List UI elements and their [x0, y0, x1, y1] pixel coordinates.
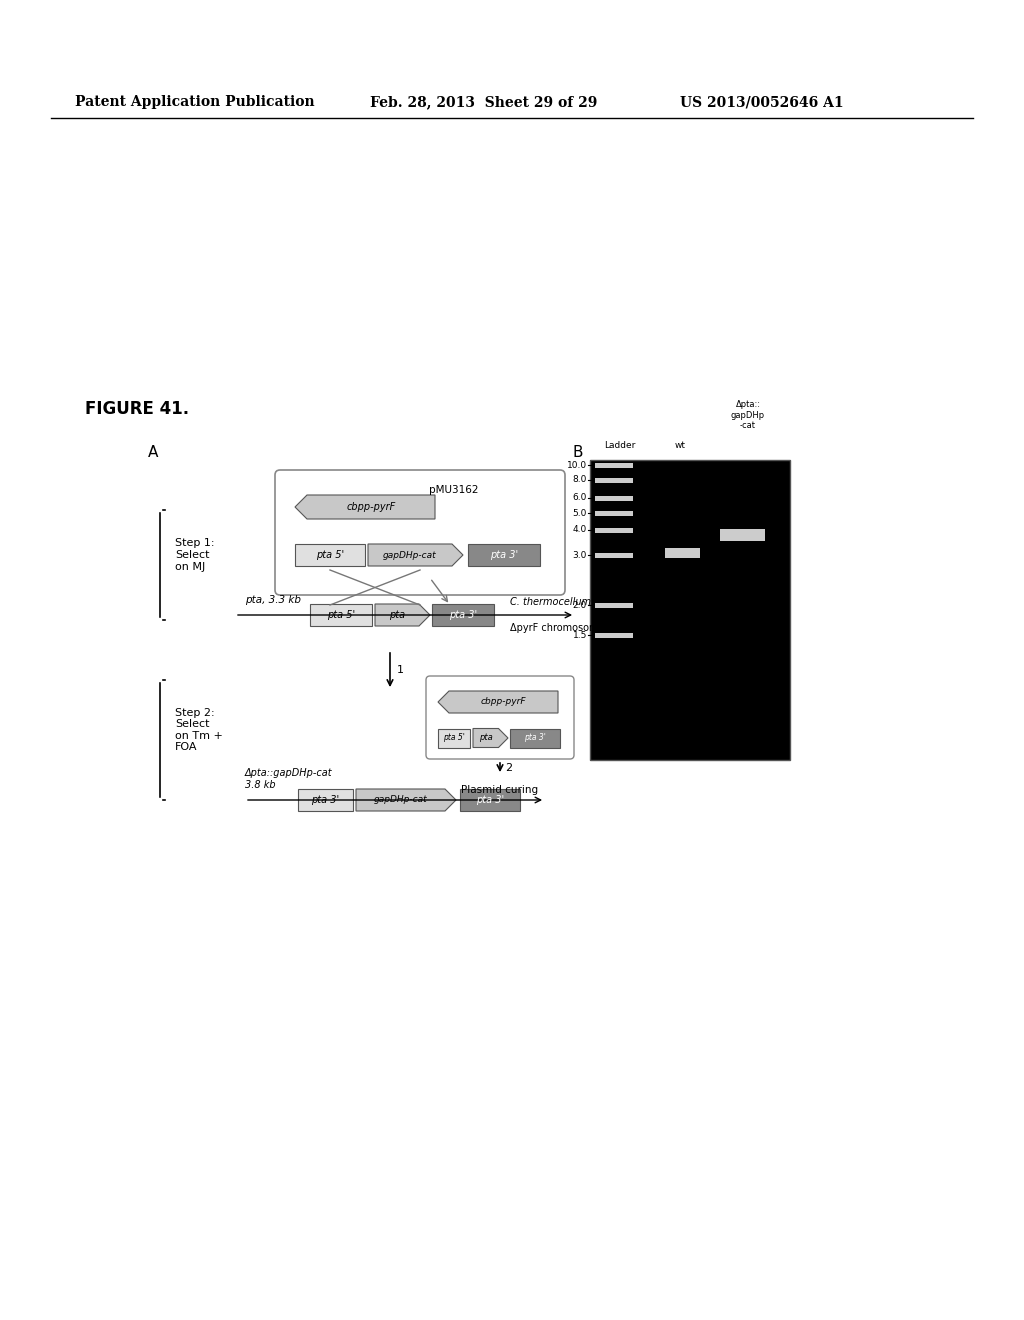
- Polygon shape: [375, 605, 430, 626]
- Bar: [438, 729, 470, 747]
- Polygon shape: [473, 729, 508, 747]
- FancyBboxPatch shape: [426, 676, 574, 759]
- Text: 3.0: 3.0: [572, 550, 587, 560]
- Bar: [595, 511, 633, 516]
- Bar: [595, 632, 633, 638]
- Text: pta, 3.3 kb: pta, 3.3 kb: [245, 595, 301, 605]
- Text: Ladder: Ladder: [604, 441, 636, 450]
- Bar: [595, 495, 633, 500]
- Text: pta 3': pta 3': [449, 610, 477, 620]
- Text: 10.0: 10.0: [567, 461, 587, 470]
- Text: Patent Application Publication: Patent Application Publication: [75, 95, 314, 110]
- Text: 5.0: 5.0: [572, 508, 587, 517]
- Text: pta 3': pta 3': [311, 795, 340, 805]
- Text: pMU3162: pMU3162: [429, 484, 478, 495]
- Bar: [460, 789, 520, 810]
- Text: Step 1:
Select
on MJ: Step 1: Select on MJ: [175, 539, 214, 572]
- Bar: [295, 544, 365, 566]
- Text: 1.5: 1.5: [572, 631, 587, 639]
- Text: C. thermocellum: C. thermocellum: [510, 597, 591, 607]
- Text: pta 5': pta 5': [327, 610, 355, 620]
- Text: pta: pta: [479, 734, 493, 742]
- FancyBboxPatch shape: [275, 470, 565, 595]
- Polygon shape: [438, 690, 558, 713]
- Text: FIGURE 41.: FIGURE 41.: [85, 400, 189, 418]
- Text: pta 5': pta 5': [316, 550, 344, 560]
- Bar: [510, 729, 560, 747]
- Text: US 2013/0052646 A1: US 2013/0052646 A1: [680, 95, 844, 110]
- Text: gapDHp-cat: gapDHp-cat: [374, 796, 427, 804]
- Bar: [432, 605, 494, 626]
- Text: 2: 2: [505, 763, 512, 774]
- Text: Plasmid curing: Plasmid curing: [462, 785, 539, 795]
- Bar: [595, 462, 633, 467]
- Text: pta 3': pta 3': [524, 734, 546, 742]
- Bar: [665, 548, 700, 558]
- Text: gapDHp-cat: gapDHp-cat: [383, 550, 437, 560]
- Text: A: A: [148, 445, 159, 459]
- Bar: [595, 553, 633, 557]
- Text: 1: 1: [397, 665, 404, 675]
- Text: pta 3': pta 3': [489, 550, 518, 560]
- Text: Δpta::gapDHp-cat
3.8 kb: Δpta::gapDHp-cat 3.8 kb: [245, 768, 333, 789]
- Polygon shape: [295, 495, 435, 519]
- Text: wt: wt: [675, 441, 685, 450]
- Bar: [595, 602, 633, 607]
- Text: pta 3': pta 3': [476, 795, 504, 805]
- Text: ΔpyrF chromosome: ΔpyrF chromosome: [510, 623, 604, 634]
- Bar: [298, 789, 353, 810]
- Text: Step 2:
Select
on Tm +
FOA: Step 2: Select on Tm + FOA: [175, 708, 223, 752]
- Text: 8.0: 8.0: [572, 475, 587, 484]
- Bar: [468, 544, 540, 566]
- Text: cbpp-pyrF: cbpp-pyrF: [346, 502, 395, 512]
- Text: Δpta::
gapDHp
-cat: Δpta:: gapDHp -cat: [731, 400, 765, 430]
- Text: 4.0: 4.0: [572, 525, 587, 535]
- Bar: [595, 528, 633, 532]
- Bar: [595, 478, 633, 483]
- Text: cbpp-pyrF: cbpp-pyrF: [480, 697, 526, 706]
- Bar: [720, 529, 765, 541]
- Text: 2.0: 2.0: [572, 601, 587, 610]
- Text: 6.0: 6.0: [572, 494, 587, 503]
- Text: pta: pta: [389, 610, 406, 620]
- Bar: [590, 459, 790, 760]
- Text: pta 5': pta 5': [443, 734, 465, 742]
- Polygon shape: [356, 789, 456, 810]
- Text: B: B: [572, 445, 583, 459]
- Bar: [310, 605, 372, 626]
- Polygon shape: [368, 544, 463, 566]
- Text: Feb. 28, 2013  Sheet 29 of 29: Feb. 28, 2013 Sheet 29 of 29: [370, 95, 597, 110]
